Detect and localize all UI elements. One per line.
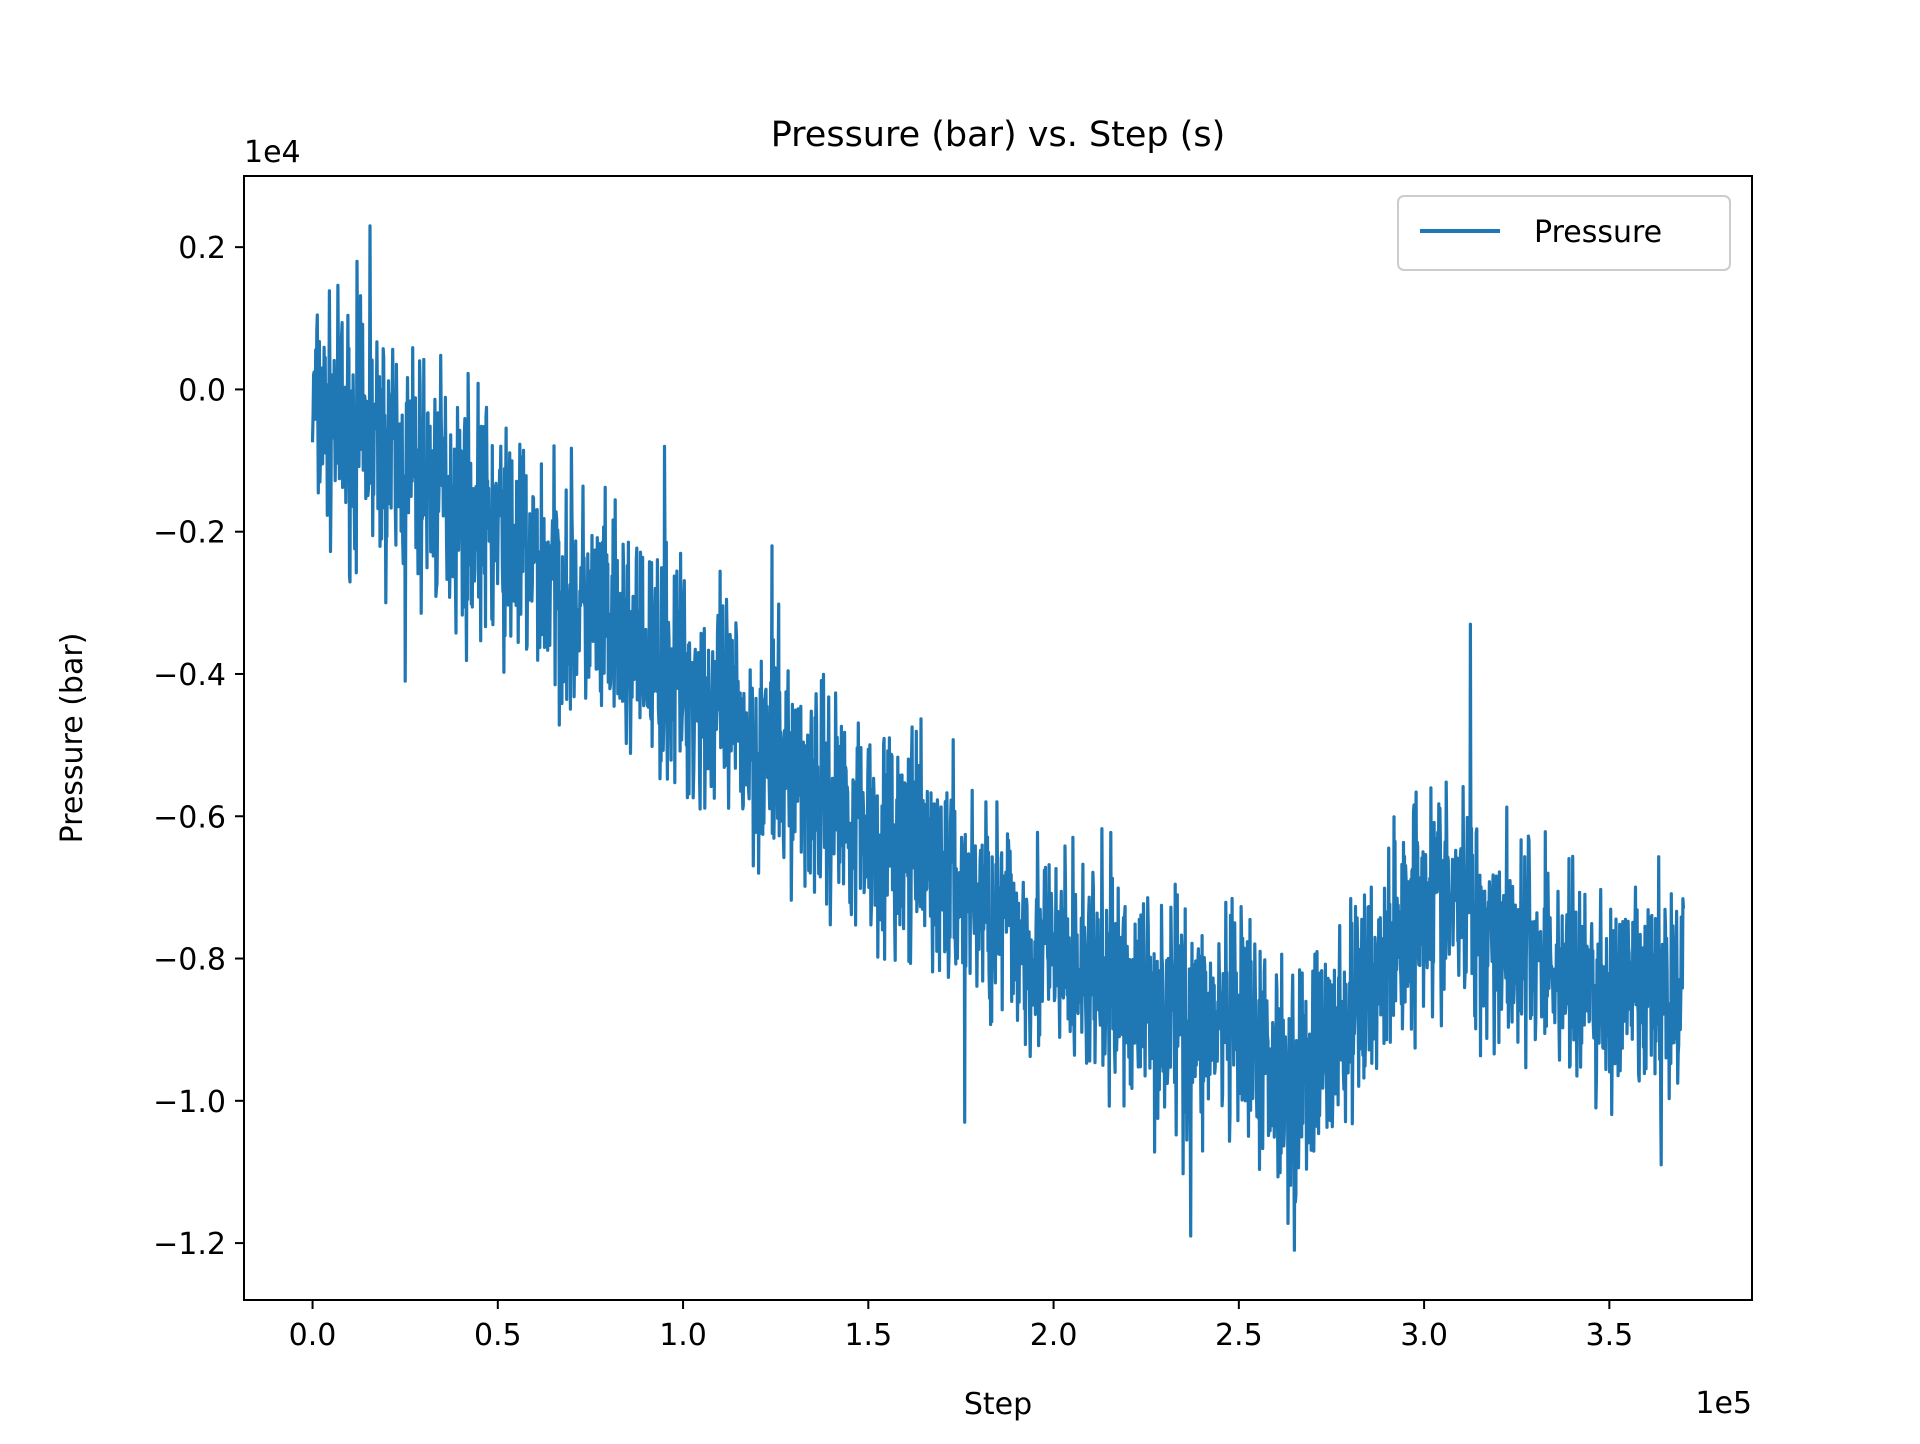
y-tick-label: −0.6: [153, 800, 226, 835]
legend: Pressure: [1397, 195, 1731, 271]
x-offset-label: 1e5: [1695, 1386, 1752, 1421]
x-tick-label: 3.5: [1585, 1318, 1633, 1353]
y-tick-label: −0.2: [153, 516, 226, 551]
x-tick-label: 3.0: [1400, 1318, 1448, 1353]
y-tick-label: −0.4: [153, 658, 226, 693]
legend-box: [1397, 195, 1731, 271]
y-offset-label: 1e4: [244, 135, 301, 170]
chart-title: Pressure (bar) vs. Step (s): [771, 115, 1226, 155]
y-tick-label: −0.8: [153, 943, 226, 978]
y-tick-label: −1.2: [153, 1227, 226, 1262]
y-tick-label: −1.0: [153, 1085, 226, 1120]
x-tick-label: 2.5: [1215, 1318, 1263, 1353]
legend-label-pressure: Pressure: [1534, 215, 1662, 250]
y-tick-label: 0.2: [178, 231, 226, 266]
y-axis-label: Pressure (bar): [55, 633, 90, 844]
x-tick-label: 0.0: [289, 1318, 337, 1353]
x-tick-label: 0.5: [474, 1318, 522, 1353]
axes-frame: [243, 175, 1753, 1301]
x-tick-label: 1.0: [659, 1318, 707, 1353]
x-axis: 0.0 0.5 1.0 1.5 2.0 2.5 3.0 3.5: [289, 1300, 1633, 1353]
plot-area: [310, 224, 1686, 1252]
y-axis: 0.2 0.0 −0.2 −0.4 −0.6 −0.8 −1.0 −1.2: [153, 231, 244, 1262]
x-tick-label: 2.0: [1030, 1318, 1078, 1353]
x-tick-label: 1.5: [844, 1318, 892, 1353]
series-line-pressure: [310, 224, 1686, 1252]
y-tick-label: 0.0: [178, 373, 226, 408]
x-axis-label: Step: [964, 1387, 1032, 1422]
